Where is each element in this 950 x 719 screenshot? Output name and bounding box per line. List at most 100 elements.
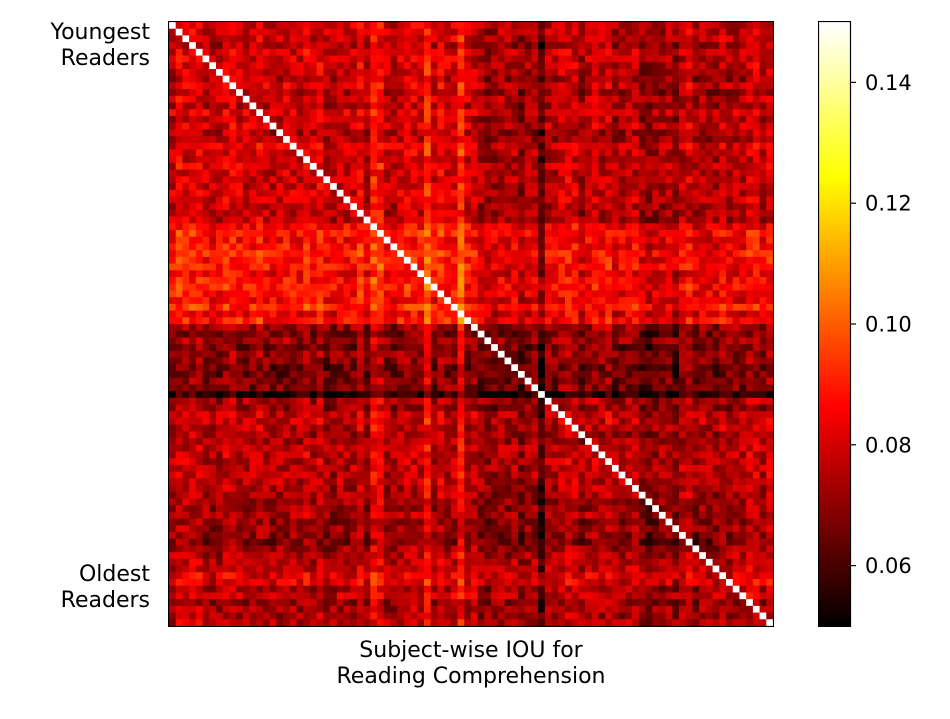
heatmap-cell: [672, 290, 680, 298]
heatmap-cell: [457, 236, 465, 244]
heatmap-cell: [685, 169, 693, 177]
heatmap-cell: [209, 344, 217, 352]
heatmap-cell: [598, 350, 606, 358]
heatmap-cell: [309, 55, 317, 63]
heatmap-cell: [672, 324, 680, 332]
heatmap-cell: [699, 370, 707, 379]
heatmap-cell: [538, 236, 546, 244]
heatmap-cell: [229, 344, 237, 352]
heatmap-cell: [397, 270, 405, 278]
heatmap-cell: [598, 189, 606, 197]
heatmap-cell: [343, 196, 351, 204]
heatmap-cell: [309, 324, 317, 332]
heatmap-cell: [544, 62, 552, 70]
heatmap-cell: [303, 297, 311, 305]
heatmap-cell: [189, 357, 197, 365]
heatmap-cell: [712, 216, 720, 224]
heatmap-cell: [390, 236, 398, 244]
heatmap-cell: [343, 55, 351, 63]
heatmap-cell: [705, 216, 713, 224]
heatmap-cell: [598, 62, 606, 70]
heatmap-cell: [209, 55, 217, 63]
heatmap-cell: [296, 283, 304, 291]
heatmap-cell: [618, 370, 626, 379]
heatmap-cell: [477, 344, 485, 352]
heatmap-cell: [202, 297, 210, 305]
heatmap-cell: [370, 317, 378, 325]
heatmap-cell: [544, 370, 552, 379]
heatmap-cell: [289, 391, 297, 399]
heatmap-cell: [350, 357, 358, 365]
heatmap-cell: [283, 370, 291, 379]
heatmap-cell: [544, 317, 552, 325]
heatmap-cell: [363, 122, 371, 130]
heatmap-cell: [316, 189, 324, 197]
heatmap-cell: [430, 203, 438, 211]
heatmap-cell: [517, 243, 526, 251]
heatmap-cell: [491, 317, 499, 325]
heatmap-cell: [444, 236, 452, 244]
heatmap-cell: [531, 176, 539, 184]
heatmap-cell: [471, 22, 479, 30]
heatmap-cell: [497, 223, 505, 231]
heatmap-cell: [430, 270, 438, 278]
heatmap-cell: [517, 283, 526, 291]
heatmap-cell: [726, 370, 734, 379]
heatmap-cell: [497, 344, 505, 352]
heatmap-cell: [229, 303, 237, 311]
heatmap-cell: [558, 230, 566, 238]
heatmap-cell: [390, 115, 398, 124]
heatmap-cell: [303, 370, 311, 379]
heatmap-cell: [256, 75, 264, 83]
heatmap-cell: [430, 310, 438, 318]
heatmap-cell: [269, 216, 277, 224]
heatmap-cell: [564, 95, 573, 103]
heatmap-cell: [383, 310, 391, 318]
heatmap-cell: [611, 283, 619, 291]
heatmap-cell: [645, 310, 653, 318]
heatmap-cell: [397, 156, 405, 164]
heatmap-cell: [746, 48, 754, 56]
heatmap-cell: [719, 176, 727, 184]
heatmap-cell: [169, 102, 177, 110]
heatmap-cell: [336, 162, 344, 170]
heatmap-cell: [343, 230, 351, 238]
heatmap-cell: [491, 303, 499, 311]
heatmap-cell: [611, 115, 619, 124]
heatmap-cell: [182, 189, 190, 197]
heatmap-cell: [477, 62, 485, 70]
heatmap-cell: [222, 115, 230, 124]
heatmap-cell: [471, 310, 479, 318]
heatmap-cell: [746, 377, 754, 385]
heatmap-cell: [511, 142, 519, 150]
heatmap-cell: [363, 236, 371, 244]
heatmap-cell: [296, 290, 304, 298]
heatmap-cell: [719, 142, 727, 150]
heatmap-cell: [417, 149, 425, 157]
heatmap-cell: [679, 270, 687, 278]
heatmap-cell: [652, 236, 660, 244]
heatmap-cell: [383, 115, 391, 124]
heatmap-cell: [242, 68, 250, 77]
heatmap-cell: [236, 162, 244, 170]
heatmap-cell: [236, 290, 244, 298]
heatmap-cell: [665, 310, 673, 318]
heatmap-cell: [598, 297, 606, 305]
heatmap-cell: [390, 169, 398, 177]
heatmap-cell: [699, 22, 707, 30]
heatmap-cell: [658, 324, 666, 332]
heatmap-cell: [303, 82, 311, 90]
heatmap-cell: [679, 216, 687, 224]
heatmap-cell: [236, 250, 244, 258]
heatmap-cell: [363, 55, 371, 63]
heatmap-cell: [665, 162, 673, 170]
heatmap-cell: [289, 203, 297, 211]
heatmap-cell: [726, 176, 734, 184]
heatmap-cell: [746, 122, 754, 130]
heatmap-cell: [766, 263, 774, 271]
heatmap-cell: [638, 95, 646, 103]
heatmap-cell: [363, 290, 371, 298]
heatmap-cell: [437, 203, 445, 211]
heatmap-cell: [350, 129, 358, 137]
heatmap-cell: [625, 142, 633, 150]
